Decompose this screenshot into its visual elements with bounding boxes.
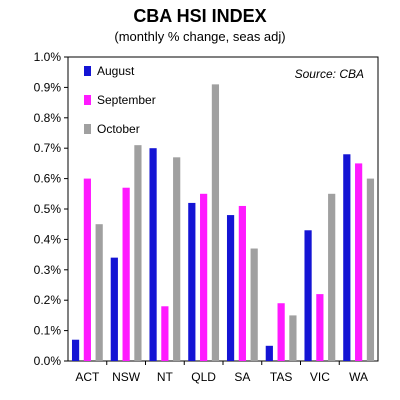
bar-october-act: [95, 224, 103, 361]
bar-october-tas: [289, 315, 297, 361]
chart-subtitle: (monthly % change, seas adj): [114, 29, 285, 44]
y-tick-label: 0.1%: [34, 324, 62, 338]
y-tick-label: 0.6%: [34, 172, 62, 186]
bar-september-tas: [277, 303, 285, 361]
bar-september-sa: [238, 205, 246, 361]
source-note: Source: CBA: [295, 67, 364, 81]
bar-august-nt: [149, 148, 157, 361]
x-tick-label: NSW: [112, 370, 141, 384]
y-tick-label: 0.7%: [34, 141, 62, 155]
x-tick-label: QLD: [191, 370, 216, 384]
bar-september-qld: [200, 193, 208, 361]
x-tick-label: ACT: [75, 370, 100, 384]
bar-september-vic: [316, 294, 324, 361]
legend-label-september: September: [97, 93, 156, 107]
chart-title: CBA HSI INDEX: [133, 6, 266, 26]
bars-group: [71, 84, 375, 362]
y-tick-label: 0.3%: [34, 263, 62, 277]
legend-swatch-october: [84, 124, 91, 134]
bar-september-wa: [355, 163, 363, 361]
y-tick-label: 0.9%: [34, 80, 62, 94]
bar-august-vic: [304, 230, 312, 361]
x-tick-label: WA: [349, 370, 368, 384]
x-axis: ACT NSW NT QLD SA TAS VIC WA: [75, 361, 368, 384]
bar-august-nsw: [110, 257, 118, 361]
legend-label-august: August: [97, 64, 135, 78]
y-tick-label: 1.0%: [34, 50, 62, 64]
y-tick-label: 0.0%: [34, 354, 62, 368]
plot-area: [67, 56, 379, 362]
x-tick-label: VIC: [310, 370, 330, 384]
bar-august-sa: [226, 215, 235, 361]
bar-october-nt: [173, 157, 181, 361]
x-tick-label: NT: [157, 370, 174, 384]
y-tick-label: 0.4%: [34, 232, 62, 246]
bar-august-qld: [188, 202, 196, 361]
x-tick-label: SA: [234, 370, 250, 384]
bar-august-wa: [343, 154, 351, 361]
bar-september-act: [83, 178, 91, 361]
bar-october-qld: [211, 84, 220, 362]
bar-august-tas: [265, 345, 273, 361]
y-tick-label: 0.2%: [34, 293, 62, 307]
bar-august-act: [71, 339, 80, 361]
y-axis: 0.0% 0.1% 0.2% 0.3% 0.4% 0.5% 0.6% 0.7% 0.8% 0.9%…: [34, 50, 68, 368]
legend-label-october: October: [97, 122, 140, 136]
bar-october-wa: [366, 178, 375, 361]
bar-september-nsw: [122, 187, 130, 361]
y-tick-label: 0.8%: [34, 111, 62, 125]
legend: August September October: [84, 64, 156, 136]
bar-october-vic: [328, 193, 336, 361]
x-tick-label: TAS: [270, 370, 292, 384]
bar-october-sa: [250, 248, 258, 361]
legend-swatch-august: [84, 66, 91, 76]
bar-october-nsw: [134, 145, 142, 361]
bar-september-nt: [161, 306, 169, 361]
legend-swatch-september: [84, 95, 91, 105]
y-tick-label: 0.5%: [34, 202, 62, 216]
